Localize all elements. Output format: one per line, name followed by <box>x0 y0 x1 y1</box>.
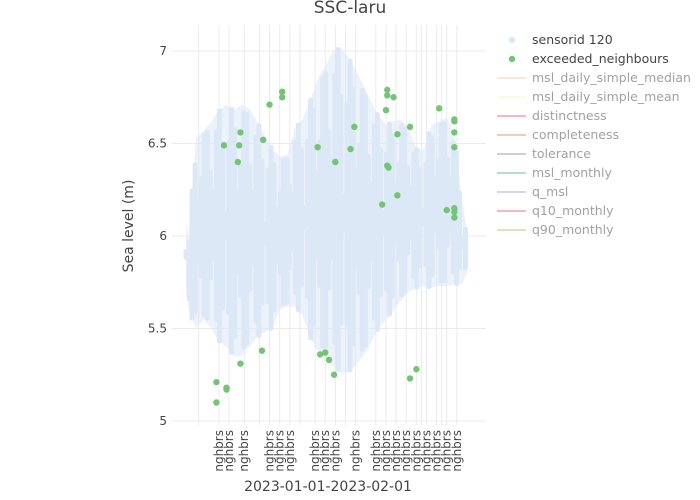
exceeded-neighbour-point[interactable] <box>330 371 338 378</box>
legend-label: msl_monthly <box>532 165 612 180</box>
legend-item[interactable]: completeness <box>497 127 619 142</box>
legend-label: q_msl <box>532 184 568 199</box>
exceeded-neighbour-point[interactable] <box>394 192 401 199</box>
x-tick-label: nghbrs <box>328 430 342 472</box>
y-axis-ticks: 5 5.5 6 6.5 7 <box>148 44 167 428</box>
legend-label: exceeded_neighbours <box>532 51 669 66</box>
legend-dot-icon <box>508 55 516 63</box>
legend-item[interactable]: q10_monthly <box>497 203 614 218</box>
legend[interactable]: sensorid 120 exceeded_neighbours msl_daily… <box>497 32 691 237</box>
exceeded-neighbour-point[interactable] <box>220 142 228 149</box>
x-tick-label: nghbrs <box>450 430 464 472</box>
x-tick-label: nghbrs <box>369 430 383 472</box>
exceeded-neighbours-points <box>213 86 458 406</box>
exceeded-neighbour-point[interactable] <box>237 129 244 136</box>
y-tick-label: 5.5 <box>148 322 167 336</box>
exceeded-neighbour-point[interactable] <box>322 349 329 356</box>
legend-item[interactable]: msl_daily_simple_median <box>497 70 691 85</box>
legend-dot-icon <box>508 36 516 44</box>
exceeded-neighbour-point[interactable] <box>213 378 220 386</box>
exceeded-neighbour-point[interactable] <box>266 101 273 108</box>
exceeded-neighbour-point[interactable] <box>260 136 267 143</box>
x-tick-label: nghbrs <box>430 430 444 472</box>
exceeded-neighbour-point[interactable] <box>385 164 392 171</box>
y-tick-label: 6.5 <box>148 137 167 151</box>
exceeded-neighbour-point[interactable] <box>223 384 230 391</box>
x-tick-label: nghbrs <box>212 430 226 472</box>
exceeded-neighbour-point[interactable] <box>213 399 220 406</box>
y-axis-title: Sea level (m) <box>121 180 137 273</box>
exceeded-neighbour-point[interactable] <box>332 158 339 166</box>
exceeded-neighbour-point[interactable] <box>278 88 286 95</box>
legend-label: tolerance <box>532 146 591 161</box>
x-tick-label: nghbrs <box>318 430 332 472</box>
x-tick-label: nghbrs <box>237 430 251 472</box>
y-tick-label: 5 <box>159 414 167 428</box>
exceeded-neighbour-point[interactable] <box>406 375 414 382</box>
legend-label: q90_monthly <box>532 222 614 237</box>
x-tick-label: nghbrs <box>349 430 363 472</box>
exceeded-neighbour-point[interactable] <box>451 208 458 216</box>
x-tick-label: nghbrs <box>409 430 423 472</box>
exceeded-neighbour-point[interactable] <box>443 206 450 214</box>
exceeded-neighbour-point[interactable] <box>234 158 242 166</box>
y-tick-label: 6 <box>159 229 167 243</box>
legend-label: sensorid 120 <box>532 32 613 47</box>
x-tick-label: nghbrs <box>273 430 287 472</box>
exceeded-neighbour-point[interactable] <box>351 123 358 131</box>
exceeded-neighbour-point[interactable] <box>278 94 286 101</box>
exceeded-neighbour-point[interactable] <box>314 144 321 151</box>
sensor-band <box>183 47 468 373</box>
legend-label: q10_monthly <box>532 203 614 218</box>
legend-item[interactable]: sensorid 120 <box>508 32 613 47</box>
exceeded-neighbour-point[interactable] <box>258 347 266 354</box>
exceeded-neighbour-point[interactable] <box>394 131 401 138</box>
x-tick-label: nghbrs <box>440 430 454 472</box>
legend-item[interactable]: distinctness <box>497 108 607 123</box>
x-tick-label: nghbrs <box>308 430 322 472</box>
exceeded-neighbour-point[interactable] <box>413 366 420 373</box>
legend-item[interactable]: exceeded_neighbours <box>508 51 669 66</box>
chart-title: SSC-laru <box>314 0 387 18</box>
exceeded-neighbour-point[interactable] <box>451 214 458 221</box>
exceeded-neighbour-point[interactable] <box>451 118 458 125</box>
y-tick-label: 7 <box>159 44 167 58</box>
x-tick-label: nghbrs <box>419 430 433 472</box>
x-tick-label: nghbrs <box>283 430 297 472</box>
exceeded-neighbour-point[interactable] <box>378 201 386 208</box>
exceeded-neighbour-point[interactable] <box>347 145 354 153</box>
x-tick-label: nghbrs <box>379 430 393 472</box>
legend-item[interactable]: q_msl <box>497 184 568 199</box>
legend-label: msl_daily_simple_median <box>532 70 691 85</box>
exceeded-neighbour-point[interactable] <box>451 144 458 151</box>
exceeded-neighbour-point[interactable] <box>382 107 390 114</box>
exceeded-neighbour-point[interactable] <box>237 360 244 367</box>
exceeded-neighbour-point[interactable] <box>406 123 414 131</box>
legend-item[interactable]: tolerance <box>497 146 591 161</box>
exceeded-neighbour-point[interactable] <box>316 351 324 358</box>
x-tick-label: nghbrs <box>399 430 413 472</box>
legend-label: completeness <box>532 127 619 142</box>
exceeded-neighbour-point[interactable] <box>325 356 333 364</box>
exceeded-neighbour-point[interactable] <box>451 129 458 136</box>
legend-item[interactable]: q90_monthly <box>497 222 614 237</box>
x-tick-label: nghbrs <box>222 430 236 472</box>
legend-item[interactable]: msl_monthly <box>497 165 612 180</box>
exceeded-neighbour-point[interactable] <box>435 105 443 112</box>
exceeded-neighbour-point[interactable] <box>235 142 243 149</box>
x-axis-title: 2023-01-01-2023-02-01 <box>244 479 412 495</box>
x-tick-label: nghbrs <box>263 430 277 472</box>
legend-label: distinctness <box>532 108 607 123</box>
legend-label: msl_daily_simple_mean <box>532 89 680 104</box>
legend-item[interactable]: msl_daily_simple_mean <box>497 89 680 104</box>
exceeded-neighbour-point[interactable] <box>384 86 391 94</box>
exceeded-neighbour-point[interactable] <box>384 92 391 99</box>
exceeded-neighbour-point[interactable] <box>390 94 397 101</box>
x-tick-label: nghbrs <box>389 430 403 472</box>
